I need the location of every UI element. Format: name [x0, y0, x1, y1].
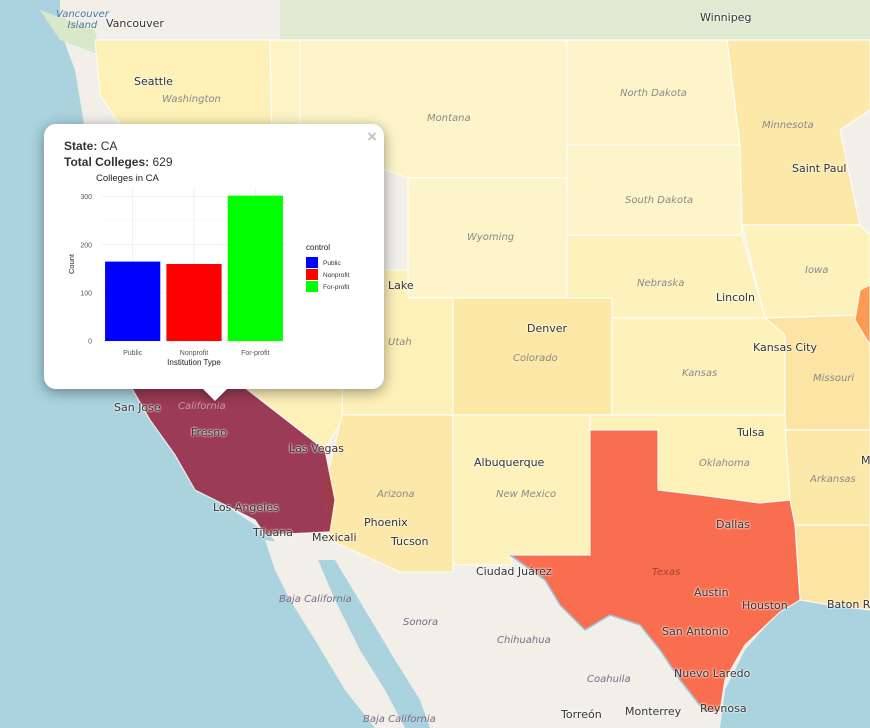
y-axis-label: Count [67, 253, 76, 274]
state-label-new-mexico: New Mexico [496, 489, 557, 500]
region-sonora: Sonora [403, 617, 439, 628]
popup-total-label: Total Colleges: [64, 155, 150, 169]
state-label-washington: Washington [162, 94, 221, 105]
gulf-of-mexico [720, 600, 870, 728]
gulf-of-california [318, 560, 430, 728]
state-label-colorado: Colorado [513, 353, 558, 364]
state-kansas[interactable] [611, 317, 786, 416]
city-ciudad-juarez: Ciudad Juárez [476, 565, 552, 578]
x-tick-label: For-profit [241, 350, 269, 357]
state-label-nebraska: Nebraska [637, 278, 685, 289]
city-nuevo-laredo: Nuevo Laredo [674, 667, 751, 680]
city-baton-rouge: Baton Rouge [827, 598, 870, 611]
bar-nonprofit [166, 264, 222, 341]
legend-entry: Public [323, 260, 341, 267]
region-coahuila: Coahuila [587, 674, 631, 685]
city-m-partial: M [861, 454, 870, 467]
y-tick-label: 100 [80, 290, 92, 297]
state-popup: × State: CA Total Colleges: 629 0 100 200 3… [44, 124, 384, 389]
city-phoenix: Phoenix [364, 516, 408, 529]
land-baja [265, 540, 400, 728]
city-reynosa: Reynosa [700, 702, 747, 715]
label-vancouver-island: Vancouver Island [56, 9, 109, 31]
y-tick-label: 200 [80, 242, 92, 249]
region-chihuahua: Chihuahua [497, 635, 551, 646]
city-dallas: Dallas [716, 518, 750, 531]
city-saint-paul: Saint Paul [792, 162, 847, 175]
state-label-south-dakota: South Dakota [625, 195, 694, 206]
y-tick-label: 0 [88, 339, 92, 346]
state-label-wyoming: Wyoming [467, 232, 515, 243]
city-houston: Houston [742, 599, 788, 612]
popup-total-value: 629 [152, 155, 173, 169]
region-baja-california-sur: Baja California [363, 714, 436, 725]
legend-entry: Nonprofit [323, 272, 350, 279]
x-tick-label: Public [123, 350, 143, 357]
city-tulsa: Tulsa [737, 426, 765, 439]
x-axis-label: Institution Type [167, 358, 221, 367]
legend-swatch-public [306, 257, 318, 268]
popup-total-line: Total Colleges: 629 [64, 155, 173, 169]
city-vancouver: Vancouver [106, 17, 164, 30]
bar-for-profit [227, 195, 283, 341]
state-label-north-dakota: North Dakota [620, 88, 687, 99]
city-san-jose: San Jose [114, 401, 161, 414]
city-los-angeles: Los Angeles [213, 501, 279, 514]
state-label-kansas: Kansas [682, 368, 718, 379]
city-monterrey: Monterrey [625, 705, 682, 718]
x-tick-label: Nonprofit [180, 350, 208, 357]
legend-entry: For-profit [323, 284, 350, 291]
canada-forest [280, 0, 870, 40]
city-lake-partial: Lake [388, 279, 414, 292]
state-label-iowa: Iowa [805, 265, 829, 276]
city-torreon: Torreón [561, 708, 602, 721]
city-winnipeg: Winnipeg [700, 11, 752, 24]
city-tucson: Tucson [391, 535, 429, 548]
popup-state-value: CA [100, 139, 118, 153]
rio-grande [509, 554, 706, 713]
city-tijuana: Tijuana [253, 526, 293, 539]
legend-swatch-for-profit [306, 281, 318, 292]
state-south-dakota[interactable] [566, 144, 743, 236]
legend-title: control [306, 243, 330, 252]
city-las-vegas: Las Vegas [289, 442, 344, 455]
vancouver-island [40, 10, 100, 55]
state-label-california: California [178, 401, 226, 412]
state-label-arkansas: Arkansas [810, 474, 856, 485]
popup-state-line: State: CA [64, 139, 117, 153]
state-label-oklahoma: Oklahoma [699, 458, 750, 469]
region-baja-california: Baja California [279, 594, 352, 605]
state-label-minnesota: Minnesota [762, 120, 814, 131]
city-kansas-city: Kansas City [753, 341, 817, 354]
bar-public [105, 261, 161, 341]
state-label-missouri: Missouri [813, 373, 855, 384]
colleges-bar-chart: 0 100 200 300 Public Nonprofit For-profit Colle… [67, 173, 350, 367]
city-austin: Austin [694, 586, 729, 599]
city-san-antonio: San Antonio [662, 625, 729, 638]
city-albuquerque: Albuquerque [474, 456, 545, 469]
city-lincoln: Lincoln [716, 291, 755, 304]
city-seattle: Seattle [134, 75, 173, 88]
popup-tip [202, 388, 228, 401]
state-label-utah: Utah [388, 337, 412, 348]
state-illinois[interactable] [854, 284, 870, 347]
chart-title: Colleges in CA [96, 173, 159, 184]
close-icon[interactable]: × [367, 127, 377, 146]
popup-state-label: State: [64, 139, 98, 153]
city-denver: Denver [527, 322, 568, 335]
legend-swatch-nonprofit [306, 269, 318, 280]
state-minnesota[interactable] [726, 39, 870, 226]
y-tick-label: 300 [80, 194, 92, 201]
city-mexicali: Mexicali [312, 531, 357, 544]
city-fresno: Fresno [191, 426, 228, 439]
state-label-arizona: Arizona [377, 489, 415, 500]
state-label-montana: Montana [427, 113, 471, 124]
state-label-texas: Texas [652, 567, 681, 578]
